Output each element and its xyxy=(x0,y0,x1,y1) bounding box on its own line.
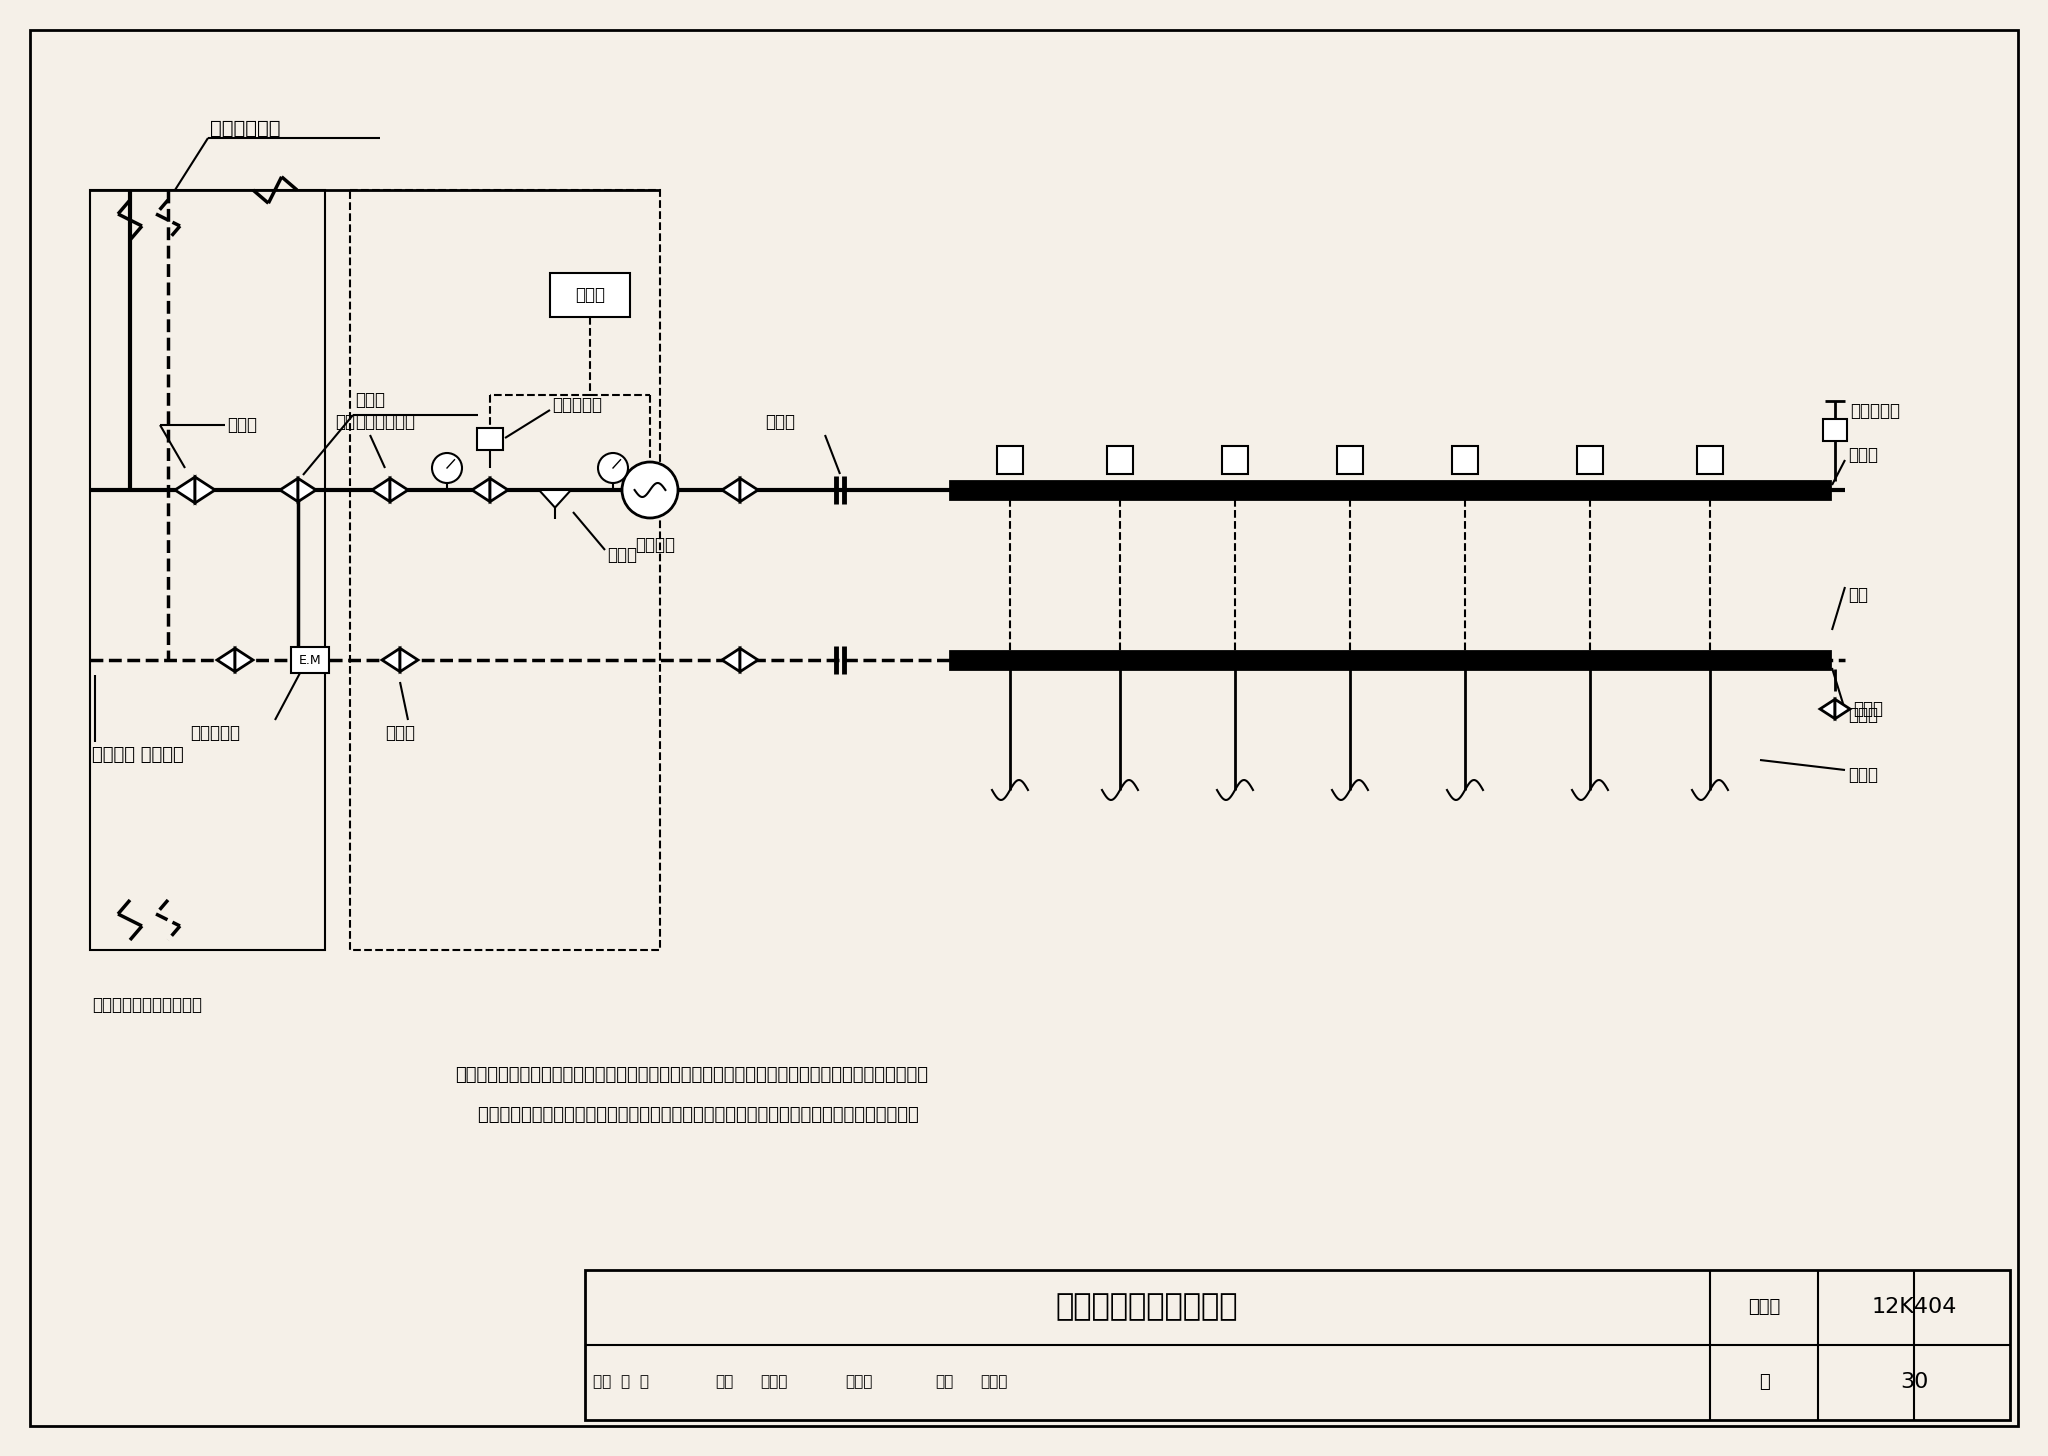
Text: 12K404: 12K404 xyxy=(1872,1297,1956,1318)
Polygon shape xyxy=(399,648,418,671)
Text: 任兆成: 任兆成 xyxy=(760,1374,786,1389)
Text: 控制器: 控制器 xyxy=(575,285,604,304)
Text: 设计: 设计 xyxy=(936,1374,952,1389)
Polygon shape xyxy=(217,648,236,671)
Bar xyxy=(1108,446,1133,475)
Text: 一次供水 一次回水: 一次供水 一次回水 xyxy=(92,745,184,764)
Text: 平衡管: 平衡管 xyxy=(354,392,385,409)
Polygon shape xyxy=(471,479,489,502)
Text: （兼旁通管）: （兼旁通管） xyxy=(354,414,416,431)
Polygon shape xyxy=(723,648,739,671)
Text: 活接头: 活接头 xyxy=(766,414,795,431)
Text: 泄水阀: 泄水阀 xyxy=(1853,700,1882,718)
Text: 审核  高  波: 审核 高 波 xyxy=(594,1374,649,1389)
Bar xyxy=(586,1270,2009,1420)
Polygon shape xyxy=(236,648,254,671)
Polygon shape xyxy=(489,479,508,502)
Text: 图集号: 图集号 xyxy=(1747,1297,1780,1316)
Text: 管道井内部件: 管道井内部件 xyxy=(211,118,281,137)
Text: E.M: E.M xyxy=(299,654,322,667)
Text: 邓有源: 邓有源 xyxy=(981,1374,1008,1389)
Bar xyxy=(1223,446,1247,475)
Text: 热源具体形式由设计确定: 热源具体形式由设计确定 xyxy=(92,996,203,1013)
Text: 分水器: 分水器 xyxy=(1847,446,1878,464)
Text: 阀门: 阀门 xyxy=(1847,585,1868,604)
Polygon shape xyxy=(739,479,758,502)
Text: 平衡阀: 平衡阀 xyxy=(227,416,256,434)
Bar xyxy=(1452,446,1479,475)
Polygon shape xyxy=(281,479,299,502)
Polygon shape xyxy=(1821,699,1835,719)
Polygon shape xyxy=(389,479,408,502)
Text: 加热管: 加热管 xyxy=(1847,766,1878,783)
Polygon shape xyxy=(174,478,195,502)
Text: 校对: 校对 xyxy=(715,1374,733,1389)
Bar xyxy=(90,189,326,949)
Text: 页: 页 xyxy=(1759,1373,1769,1390)
Text: 仼兆成: 仼兆成 xyxy=(846,1374,872,1389)
Text: 集水器: 集水器 xyxy=(1847,706,1878,724)
Polygon shape xyxy=(195,478,215,502)
Text: 循环水泵: 循环水泵 xyxy=(635,536,676,553)
Text: 两通温控阀: 两通温控阀 xyxy=(553,396,602,414)
Bar xyxy=(477,428,504,450)
Polygon shape xyxy=(1835,699,1849,719)
Text: 流量时，旁通管应设置阀门。旁通管的管径不应小于连接分水器和集水器的进出口总管管径。: 流量时，旁通管应设置阀门。旁通管的管径不应小于连接分水器和集水器的进出口总管管径… xyxy=(455,1107,920,1124)
Polygon shape xyxy=(373,479,389,502)
Bar xyxy=(997,446,1024,475)
Polygon shape xyxy=(739,648,758,671)
Bar xyxy=(1337,446,1364,475)
Text: 热计量装置: 热计量装置 xyxy=(190,724,240,743)
Bar xyxy=(1823,419,1847,441)
Circle shape xyxy=(598,453,629,483)
Text: 过滤器: 过滤器 xyxy=(606,546,637,563)
Bar xyxy=(950,480,1831,499)
Text: 阀门: 阀门 xyxy=(336,414,354,431)
Text: 说明：当外网为定流量时，平衡管兼作旁通管使用，平衡管上不应设置阀门，如图所示；当外网为变: 说明：当外网为定流量时，平衡管兼作旁通管使用，平衡管上不应设置阀门，如图所示；当… xyxy=(455,1066,928,1085)
Polygon shape xyxy=(299,479,315,502)
Polygon shape xyxy=(539,491,571,508)
Polygon shape xyxy=(383,648,399,671)
Text: 两通阀混水系统示意图: 两通阀混水系统示意图 xyxy=(1057,1293,1239,1322)
Bar xyxy=(291,646,330,673)
Text: 锁闭阀: 锁闭阀 xyxy=(385,724,416,743)
Text: 自动排气阀: 自动排气阀 xyxy=(1849,402,1901,419)
Polygon shape xyxy=(723,479,739,502)
Bar xyxy=(950,651,1831,668)
Bar xyxy=(1698,446,1722,475)
Bar xyxy=(551,272,631,317)
Bar xyxy=(1577,446,1604,475)
Bar xyxy=(350,189,659,949)
Text: 30: 30 xyxy=(1901,1372,1927,1392)
Circle shape xyxy=(432,453,463,483)
Circle shape xyxy=(623,462,678,518)
